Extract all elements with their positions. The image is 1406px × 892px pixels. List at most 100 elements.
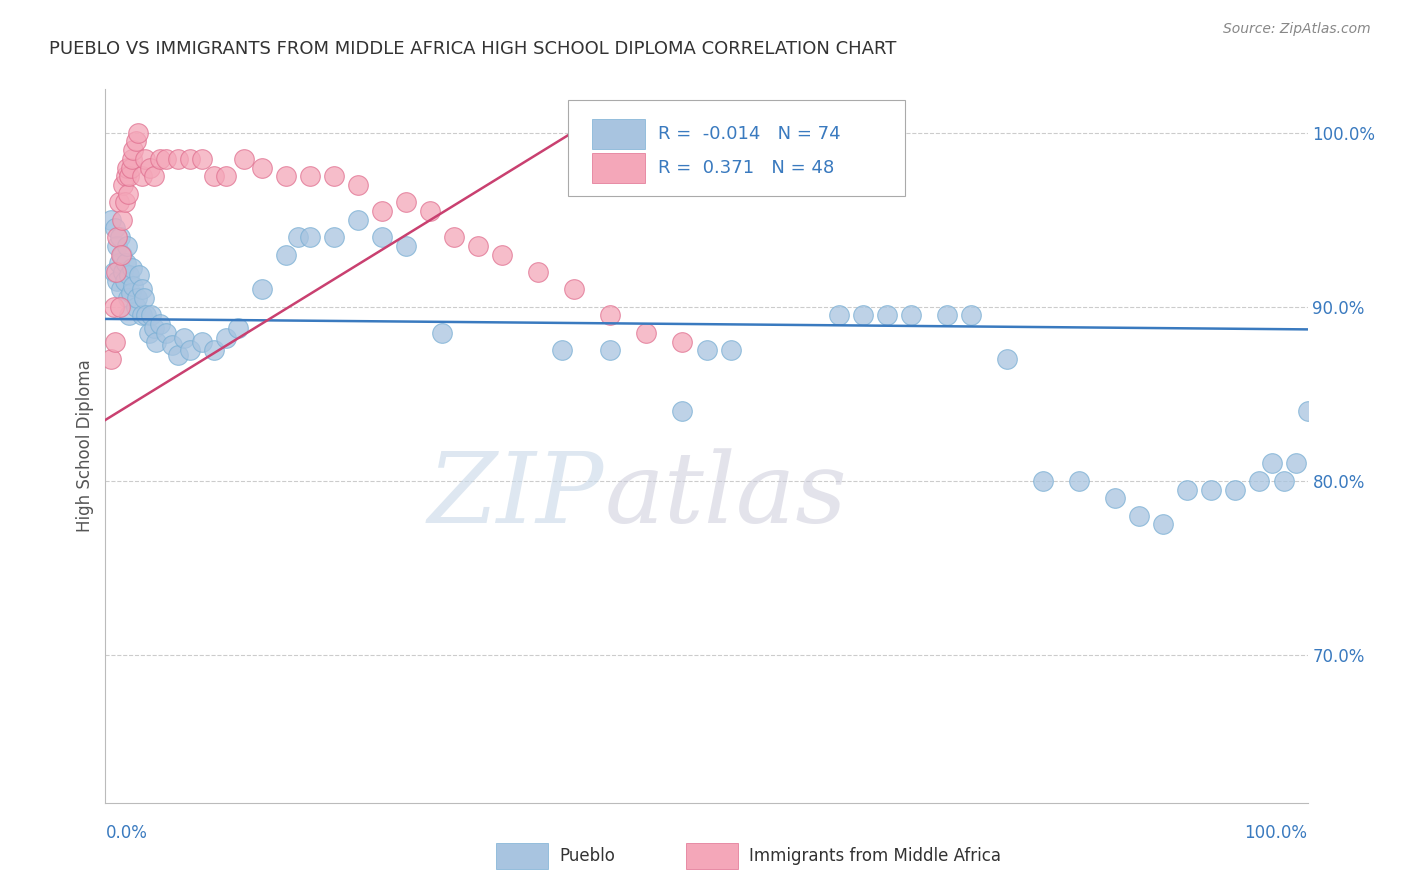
Point bbox=[114, 195, 136, 210]
Y-axis label: High School Diploma: High School Diploma bbox=[76, 359, 94, 533]
Point bbox=[111, 212, 134, 227]
Point bbox=[131, 309, 153, 323]
Text: Immigrants from Middle Africa: Immigrants from Middle Africa bbox=[749, 847, 1001, 865]
Point bbox=[179, 343, 201, 358]
Point bbox=[551, 343, 574, 358]
FancyBboxPatch shape bbox=[568, 100, 905, 196]
Point bbox=[100, 212, 122, 227]
Point bbox=[443, 230, 465, 244]
Point bbox=[107, 256, 129, 270]
Point bbox=[720, 343, 742, 358]
Point bbox=[1069, 474, 1091, 488]
Point bbox=[105, 265, 128, 279]
Point bbox=[118, 268, 141, 283]
Point bbox=[114, 274, 136, 288]
FancyBboxPatch shape bbox=[592, 120, 645, 149]
Point bbox=[115, 256, 138, 270]
Point bbox=[148, 317, 170, 331]
Point bbox=[115, 169, 138, 184]
Point bbox=[112, 178, 135, 192]
Point bbox=[107, 274, 129, 288]
Point bbox=[118, 169, 141, 184]
Point bbox=[155, 152, 177, 166]
Point bbox=[179, 152, 201, 166]
Text: Source: ZipAtlas.com: Source: ZipAtlas.com bbox=[1223, 22, 1371, 37]
Point bbox=[138, 326, 160, 340]
Point bbox=[110, 282, 132, 296]
Text: 100.0%: 100.0% bbox=[1244, 824, 1308, 842]
Point bbox=[960, 309, 983, 323]
Point bbox=[1032, 474, 1054, 488]
Point bbox=[322, 230, 344, 244]
Point bbox=[322, 169, 344, 184]
Point bbox=[274, 169, 297, 184]
Point bbox=[250, 282, 273, 296]
Point bbox=[104, 334, 127, 349]
Point bbox=[876, 309, 898, 323]
Point bbox=[1284, 457, 1306, 471]
Text: R =  0.371   N = 48: R = 0.371 N = 48 bbox=[658, 159, 835, 177]
Point bbox=[232, 152, 254, 166]
Point bbox=[128, 268, 150, 283]
Point bbox=[120, 285, 142, 300]
Point bbox=[214, 169, 236, 184]
Point bbox=[202, 169, 225, 184]
Point bbox=[122, 143, 145, 157]
Point bbox=[166, 349, 188, 363]
Point bbox=[131, 169, 153, 184]
Point bbox=[995, 351, 1018, 366]
Point bbox=[347, 212, 370, 227]
Point bbox=[120, 161, 142, 175]
Point bbox=[298, 230, 321, 244]
Point bbox=[287, 230, 309, 244]
Point bbox=[671, 404, 693, 418]
Point bbox=[111, 247, 134, 261]
Point bbox=[298, 169, 321, 184]
Point bbox=[1104, 491, 1126, 506]
Point bbox=[347, 178, 370, 192]
Point bbox=[118, 309, 141, 323]
Point bbox=[112, 265, 135, 279]
Point bbox=[117, 291, 139, 305]
Point bbox=[121, 152, 143, 166]
Point bbox=[636, 326, 658, 340]
Point bbox=[202, 343, 225, 358]
Point bbox=[142, 169, 165, 184]
Point bbox=[419, 204, 441, 219]
FancyBboxPatch shape bbox=[592, 153, 645, 183]
Point bbox=[117, 186, 139, 201]
Point bbox=[214, 331, 236, 345]
Text: ZIP: ZIP bbox=[427, 449, 605, 543]
Point bbox=[190, 334, 212, 349]
Text: PUEBLO VS IMMIGRANTS FROM MIDDLE AFRICA HIGH SCHOOL DIPLOMA CORRELATION CHART: PUEBLO VS IMMIGRANTS FROM MIDDLE AFRICA … bbox=[49, 40, 897, 58]
Point bbox=[115, 239, 138, 253]
Point bbox=[274, 247, 297, 261]
Text: Pueblo: Pueblo bbox=[560, 847, 616, 865]
Point bbox=[1128, 508, 1150, 523]
Point bbox=[395, 195, 418, 210]
Point bbox=[139, 161, 162, 175]
Point bbox=[110, 247, 132, 261]
Point bbox=[900, 309, 922, 323]
Point bbox=[250, 161, 273, 175]
Point bbox=[562, 282, 585, 296]
Point bbox=[166, 152, 188, 166]
Point bbox=[226, 320, 249, 334]
Point bbox=[145, 334, 167, 349]
Point bbox=[1201, 483, 1223, 497]
Point bbox=[599, 309, 621, 323]
Point bbox=[696, 343, 718, 358]
Point bbox=[173, 331, 195, 345]
Point bbox=[1225, 483, 1247, 497]
Point bbox=[108, 230, 131, 244]
Point bbox=[139, 309, 162, 323]
Point bbox=[142, 320, 165, 334]
Point bbox=[104, 221, 127, 235]
Point bbox=[395, 239, 418, 253]
Point bbox=[1175, 483, 1198, 497]
Point bbox=[1272, 474, 1295, 488]
Point bbox=[599, 343, 621, 358]
Point bbox=[1260, 457, 1282, 471]
Point bbox=[491, 247, 513, 261]
Point bbox=[124, 135, 146, 149]
